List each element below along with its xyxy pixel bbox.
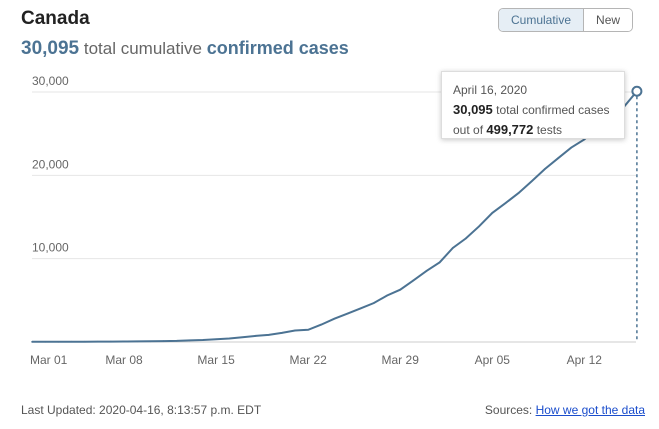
data-point [412, 279, 415, 282]
x-tick-label: Mar 08 [105, 353, 143, 367]
tooltip-cases-line: 30,095 total confirmed cases [453, 100, 613, 120]
cumulative-button[interactable]: Cumulative [499, 9, 585, 31]
x-tick-label: Apr 05 [475, 353, 511, 367]
data-point [504, 202, 507, 205]
data-point [530, 180, 533, 183]
data-point [465, 237, 467, 240]
sources-label: Sources: [484, 403, 533, 417]
sources: Sources: How we got the data [485, 403, 645, 417]
data-point [557, 157, 559, 160]
view-toggle: Cumulative New [498, 8, 634, 32]
data-point [57, 340, 60, 343]
data-point [307, 328, 309, 331]
hover-point-marker[interactable] [631, 85, 643, 97]
x-tick-label: Mar 01 [30, 353, 68, 367]
chart-tooltip: April 16, 2020 30,095 total confirmed ca… [441, 71, 625, 139]
y-tick-label: 20,000 [32, 157, 69, 171]
data-point [373, 302, 375, 304]
data-point [583, 138, 586, 141]
data-point [544, 168, 546, 170]
y-tick-label: 30,000 [32, 74, 69, 88]
tooltip-cases-value: 30,095 [453, 102, 493, 117]
page-title: Canada [21, 8, 90, 29]
tooltip-tests-prefix: out of [453, 123, 484, 137]
data-point [96, 340, 99, 343]
data-point [189, 339, 191, 342]
data-points [31, 90, 638, 343]
new-button[interactable]: New [584, 9, 633, 31]
tooltip-tests-value: 499,772 [486, 122, 534, 137]
tooltip-tests-line: out of 499,772 tests [453, 120, 613, 140]
data-point [70, 340, 73, 343]
data-point [452, 247, 454, 249]
data-point [570, 146, 572, 149]
data-point [31, 341, 33, 343]
data-point [359, 307, 362, 310]
data-point [215, 338, 217, 340]
data-point [333, 317, 336, 320]
tooltip-date: April 16, 2020 [453, 83, 528, 97]
sources-link[interactable]: How we got the data [535, 403, 645, 417]
data-point [267, 334, 270, 336]
data-point [346, 312, 349, 315]
data-point [478, 225, 480, 228]
data-point [136, 340, 138, 343]
data-point [438, 261, 441, 264]
total-cases-value: 30,095 [21, 38, 80, 59]
data-point [123, 340, 125, 343]
tooltip-tests-suffix: tests [536, 123, 563, 137]
x-tick-label: Mar 22 [289, 353, 327, 367]
data-point [294, 329, 296, 332]
data-point [320, 323, 323, 326]
data-point [425, 270, 428, 272]
x-axis-ticks: Mar 01 Mar 08 Mar 15 Mar 22 Mar 29 Apr 05 Apr … [30, 353, 602, 367]
data-point [491, 212, 494, 214]
y-axis-ticks: 10,000 20,000 30,000 [32, 74, 69, 255]
tooltip-cases-text: total confirmed cases [496, 103, 610, 117]
total-cases-text: total cumulative [83, 39, 202, 58]
data-point [399, 288, 402, 291]
data-point [44, 341, 46, 343]
data-point [517, 192, 520, 194]
data-point [175, 340, 178, 342]
y-tick-label: 10,000 [32, 241, 69, 255]
data-point [228, 337, 231, 340]
data-point [149, 340, 152, 343]
total-summary: 30,095 total cumulative confirmed cases [21, 38, 349, 60]
x-tick-label: Mar 29 [382, 353, 420, 367]
confirmed-cases-label: confirmed cases [206, 38, 349, 58]
data-point [281, 332, 283, 334]
x-tick-label: Apr 12 [567, 353, 603, 367]
last-updated: Last Updated: 2020-04-16, 8:13:57 p.m. E… [21, 403, 262, 417]
data-point [202, 339, 204, 341]
data-point [386, 294, 388, 297]
x-tick-label: Mar 15 [197, 353, 235, 367]
data-point [241, 336, 244, 339]
data-point [83, 340, 86, 343]
data-point [110, 340, 112, 343]
data-point [254, 335, 257, 337]
data-point [162, 340, 165, 342]
